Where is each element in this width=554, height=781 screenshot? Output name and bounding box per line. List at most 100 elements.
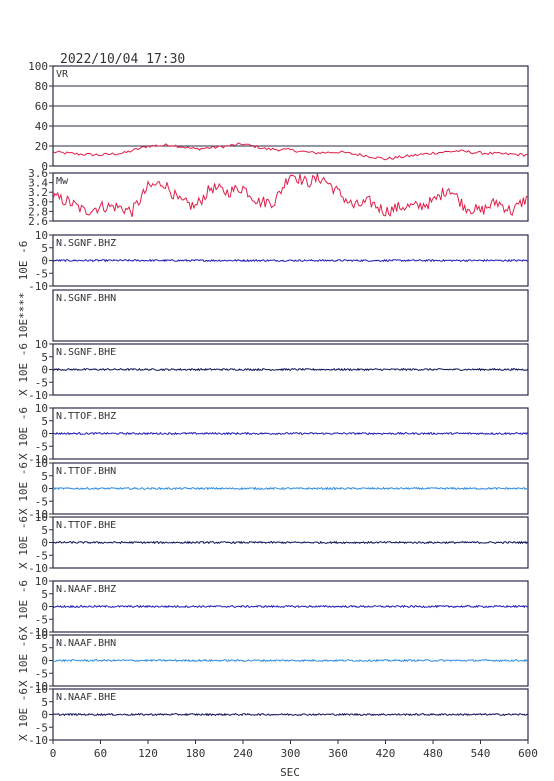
x-tick-label: 60 [94, 747, 107, 760]
y-tick-label: 3.6 [28, 167, 48, 180]
y-tick-label: 0 [41, 364, 48, 377]
panel-mw: 3.63.43.23.02.82.6 Mw [28, 167, 529, 228]
y-tick-label: 0 [41, 709, 48, 722]
y-tick-label: 5 [41, 242, 48, 255]
y-tick-label: 3.0 [28, 196, 48, 209]
x-tick-label: 600 [518, 747, 538, 760]
data-line-n-ttof-bhe [52, 540, 529, 545]
panel-frame [52, 289, 529, 342]
x-tick-label: 540 [471, 747, 491, 760]
panel-frame [52, 65, 529, 167]
data-line-n-sgnf-bhz [52, 258, 529, 263]
y-tick-label: 5 [41, 642, 48, 655]
y-tick-label: -10 [28, 562, 48, 575]
y-tick-label: -10 [28, 389, 48, 402]
y-tick-label: 60 [35, 100, 48, 113]
data-line-mw [52, 173, 529, 218]
y-tick-label: 0 [41, 483, 48, 496]
y-axis-label: X 10E -6 [17, 407, 30, 460]
y-tick-label: 2.6 [28, 215, 48, 228]
y-axis-label: 10E**** [17, 292, 30, 338]
y-tick-label: 10 [35, 338, 48, 351]
y-axis-label: X 10E -6 [17, 343, 30, 396]
panel-label: N.NAAF.BHE [56, 692, 116, 703]
panel-label: N.SGNF.BHZ [56, 238, 116, 249]
x-tick-label: 0 [50, 747, 57, 760]
y-tick-label: 0 [41, 601, 48, 614]
panel-label: N.NAAF.BHZ [56, 584, 116, 595]
panel-label: N.TTOF.BHN [56, 466, 116, 477]
y-tick-label: 10 [35, 402, 48, 415]
data-line-n-ttof-bhz [52, 431, 529, 436]
y-tick-label: 5 [41, 415, 48, 428]
y-tick-label: 0 [41, 655, 48, 668]
y-tick-label: 40 [35, 120, 48, 133]
panel-label: N.TTOF.BHE [56, 520, 116, 531]
y-tick-label: 10 [35, 629, 48, 642]
y-tick-label: 3.2 [28, 186, 48, 199]
data-line-n-ttof-bhn [52, 486, 529, 491]
y-tick-label: -5 [35, 667, 48, 680]
y-axis-label: X 10E -6 [17, 462, 30, 515]
y-axis-label: X 10E -6 [17, 580, 30, 633]
y-tick-label: -10 [28, 734, 48, 747]
y-tick-label: -10 [28, 626, 48, 639]
y-tick-label: 5 [41, 470, 48, 483]
y-tick-label: 5 [41, 696, 48, 709]
data-line-n-naaf-bhz [52, 604, 529, 609]
y-tick-label: -10 [28, 680, 48, 693]
y-tick-label: -5 [35, 440, 48, 453]
y-tick-label: -5 [35, 376, 48, 389]
y-tick-label: 10 [35, 683, 48, 696]
y-tick-label: 0 [41, 160, 48, 173]
data-line-n-naaf-bhn [52, 658, 528, 663]
y-tick-label: 100 [28, 60, 48, 73]
y-tick-label: -5 [35, 613, 48, 626]
panel-label: VR [56, 69, 69, 80]
x-tick-label: 300 [281, 747, 301, 760]
panel-n-naaf-bhz: 10 50-5-10 N.NAAF.BHZ X 10E -6 [17, 575, 529, 639]
x-tick-label: 180 [186, 747, 206, 760]
y-tick-label: 0 [41, 428, 48, 441]
x-tick-label: 480 [423, 747, 443, 760]
x-tick-label: 360 [328, 747, 348, 760]
data-line-n-sgnf-bhe [52, 367, 529, 372]
y-axis-label: 10E -6 [17, 241, 30, 281]
y-tick-label: 5 [41, 524, 48, 537]
y-tick-label: 0 [41, 255, 48, 268]
y-tick-label: -10 [28, 453, 48, 466]
y-tick-label: 10 [35, 511, 48, 524]
panel-label: N.SGNF.BHE [56, 347, 116, 358]
y-tick-label: -10 [28, 280, 48, 293]
panel-label: N.NAAF.BHN [56, 638, 116, 649]
panel-n-ttof-bhn: 10 50-5-10 N.TTOF.BHN X 10E -6 [17, 457, 529, 521]
panels: 100806040200VR3.63.43.23.02.82.6Mw1050-5… [17, 60, 529, 747]
x-axis: 0 60 120 180 240 300 360 420 480 540 600 [50, 740, 538, 760]
panel-n-sgnf-bhn: N.SGNF.BHN 10E**** [17, 289, 529, 342]
y-axis-label: X 10E -6 [17, 516, 30, 569]
y-tick-label: -10 [28, 508, 48, 521]
data-line-n-naaf-bhe [52, 712, 528, 717]
y-tick-label: -5 [35, 267, 48, 280]
y-tick-label: 10 [35, 229, 48, 242]
y-tick-label: 2.8 [28, 205, 48, 218]
y-tick-label: 20 [35, 140, 48, 153]
data-line-vr [52, 142, 529, 161]
figure-title: 2022/10/04 17:30 [60, 52, 185, 67]
y-tick-label: 80 [35, 80, 48, 93]
y-tick-label: 5 [41, 588, 48, 601]
panel-label: N.TTOF.BHZ [56, 411, 116, 422]
y-tick-label: 3.4 [28, 177, 48, 190]
y-tick-label: -5 [35, 721, 48, 734]
panel-label: Mw [56, 176, 69, 187]
y-tick-label: -5 [35, 495, 48, 508]
y-tick-label: 5 [41, 351, 48, 364]
y-axis-label: X 10E -6 [17, 634, 30, 687]
